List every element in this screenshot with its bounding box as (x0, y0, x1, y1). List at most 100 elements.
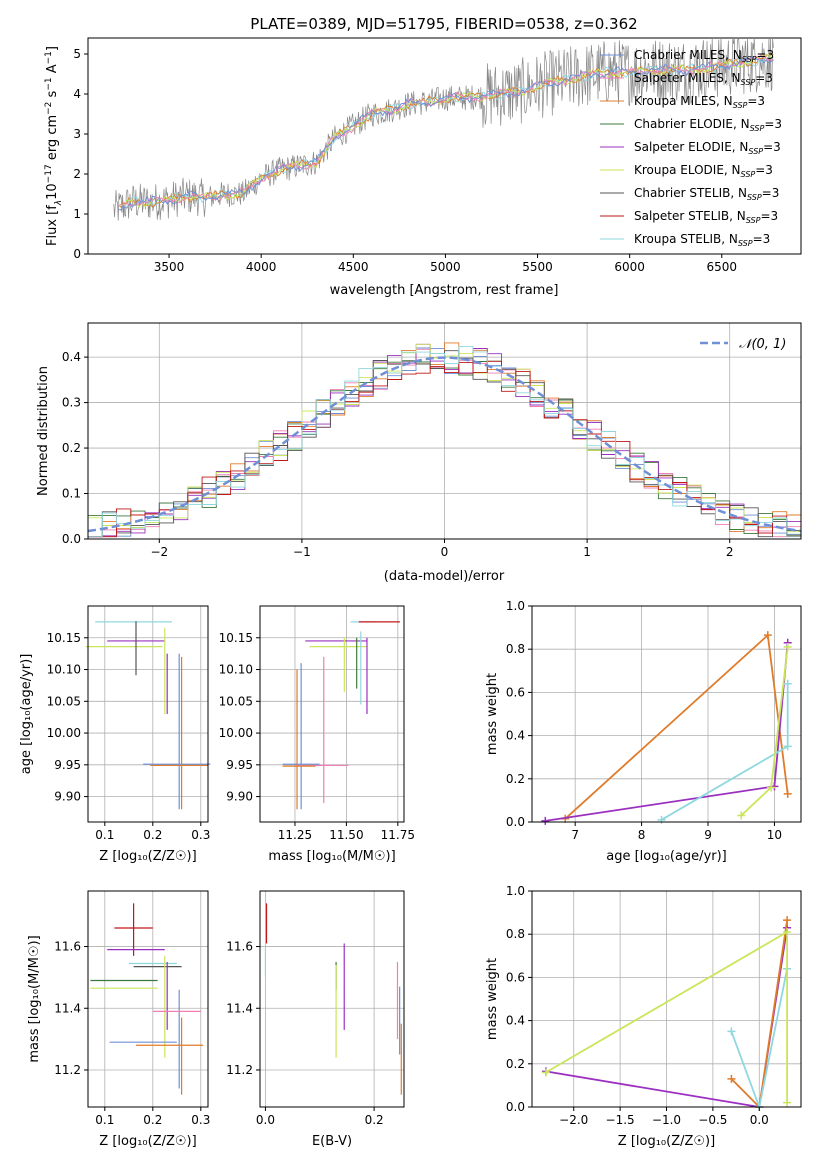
weight-marker (727, 1027, 736, 1036)
weight-marker (737, 811, 746, 820)
model-spectrum-kroupa_elodie (118, 53, 774, 208)
weight-marker (783, 916, 792, 925)
legend-label-kroupa_miles: Kroupa MILES, NSSP=3 (634, 94, 765, 110)
model-spectrum-chabrier_miles (119, 55, 774, 211)
panel-age_vs_mass: 11.25 11.50 11.75 9.90 9.95 10.00 10.05 10.10 10… (219, 605, 415, 864)
plot-frame (259, 890, 405, 1108)
xtick-label: 7 (571, 828, 579, 842)
xlabel: age [log₁₀(age/yr)] (606, 849, 727, 864)
xtick-label: 10 (767, 828, 782, 842)
xlabel: E(B-V) (312, 1134, 352, 1149)
ytick-label: 11.2 (54, 1063, 81, 1077)
gaussian-curve (87, 356, 802, 533)
weight-series-salpeter_elodie (545, 642, 789, 822)
ylabel: age [log₁₀(age/yr)] (19, 654, 34, 775)
xtick-label: 0.1 (95, 828, 114, 842)
residuals-xtick-label: 1 (583, 545, 591, 559)
residuals-ytick-label: 0.0 (62, 532, 81, 546)
ytick-label: 10.00 (219, 726, 253, 740)
weight-marker (783, 1098, 792, 1107)
residuals-xtick-label: 0 (441, 545, 449, 559)
residuals-xtick-label: −2 (150, 545, 168, 559)
ylabel: mass [log₁₀(M/M☉)] (27, 935, 42, 1062)
ytick-label: 9.90 (54, 790, 81, 804)
ytick-label: 0.4 (506, 1014, 525, 1028)
legend-label-salpeter_elodie: Salpeter ELODIE, NSSP=3 (634, 140, 781, 156)
residuals-ytick-label: 0.1 (62, 487, 81, 501)
residuals-panel: −2 −1 0 1 2 0.0 0.1 0.2 0.3 0.4 𝒩(0, 1) (data-mod… (36, 322, 802, 584)
parameter-panels: 0.1 0.2 0.3 9.90 9.95 10.00 10.05 10.10 10.15 Z [… (19, 599, 802, 1149)
ylabel: mass weight (485, 958, 500, 1040)
legend-label-kroupa_stelib: Kroupa STELIB, NSSP=3 (634, 232, 770, 248)
spectrum-xtick-label: 5500 (522, 260, 553, 274)
weight-marker (783, 789, 792, 798)
xlabel: Z [log₁₀(Z/Z☉)] (618, 1134, 715, 1149)
plot-frame (87, 890, 209, 1108)
spectrum-xtick-label: 5000 (430, 260, 461, 274)
spectrum-ytick-label: 4 (73, 87, 81, 101)
spectrum-xtick-label: 4500 (338, 260, 369, 274)
spectrum-panel: 3500 4000 4500 5000 5500 6000 6500 0 1 2 3 4 5 Chabr… (44, 36, 802, 298)
xlabel: Z [log₁₀(Z/Z☉)] (99, 849, 196, 864)
xtick-label: 11.75 (381, 828, 415, 842)
legend-label-chabrier_miles: Chabrier MILES, NSSP=3 (634, 48, 774, 64)
ylabel: mass weight (485, 673, 500, 755)
xlabel: mass [log₁₀(M/M☉)] (268, 849, 395, 864)
weight-marker (727, 1074, 736, 1083)
figure-title: PLATE=0389, MJD=51795, FIBERID=0538, z=0… (250, 15, 637, 33)
spectrum-xtick-label: 6000 (614, 260, 645, 274)
residuals-xtick-label: −1 (293, 545, 311, 559)
panel-mass_vs_EBV: 0.0 0.2 11.2 11.4 11.6 E(B-V) (226, 890, 405, 1149)
weight-marker (541, 1068, 550, 1077)
panel-weight_vs_age: 7 8 9 10 0.0 0.2 0.4 0.6 0.8 1.0 age [log₁₀(age/yr… (485, 599, 802, 864)
ytick-label: 9.90 (226, 790, 253, 804)
spectrum-xtick-label: 6500 (707, 260, 738, 274)
weight-marker (763, 631, 772, 640)
ytick-label: 0.4 (506, 729, 525, 743)
residuals-xlabel: (data-model)/error (384, 569, 505, 584)
ytick-label: 11.2 (226, 1063, 253, 1077)
legend-label-chabrier_stelib: Chabrier STELIB, NSSP=3 (634, 186, 779, 202)
ytick-label: 0.2 (506, 772, 525, 786)
spectrum-ytick-label: 5 (73, 47, 81, 61)
residuals-xtick-label: 2 (726, 545, 734, 559)
xtick-label: −0.5 (698, 1113, 727, 1127)
legend-label-salpeter_miles: Salpeter MILES, NSSP=3 (634, 71, 773, 87)
weight-marker (783, 742, 792, 751)
ytick-label: 11.6 (54, 940, 81, 954)
weight-series-kroupa_stelib (661, 683, 789, 821)
ytick-label: 0.6 (506, 685, 525, 699)
spectrum-ytick-label: 3 (73, 127, 81, 141)
spectrum-ytick-label: 2 (73, 167, 81, 181)
spectrum-ytick-label: 1 (73, 207, 81, 221)
spectrum-xtick-label: 4000 (246, 260, 277, 274)
residuals-ytick-label: 0.2 (62, 441, 81, 455)
xtick-label: −1.5 (606, 1113, 635, 1127)
ytick-label: 0.8 (506, 642, 525, 656)
xlabel: Z [log₁₀(Z/Z☉)] (99, 1134, 196, 1149)
xtick-label: 0.3 (191, 1113, 210, 1127)
xtick-label: 0.0 (256, 1113, 275, 1127)
ytick-label: 10.15 (219, 631, 253, 645)
xtick-label: 0.1 (95, 1113, 114, 1127)
residuals-ticks: −2 −1 0 1 2 0.0 0.1 0.2 0.3 0.4 (62, 350, 734, 559)
plot-frame (87, 605, 209, 823)
weight-marker (541, 816, 550, 825)
ytick-label: 9.95 (54, 758, 81, 772)
model-spectrum-salpeter_miles (119, 54, 774, 207)
ytick-label: 10.00 (47, 726, 81, 740)
ytick-label: 11.4 (226, 1001, 253, 1015)
histogram-kroupa_elodie (88, 343, 801, 533)
panel-age_vs_Z: 0.1 0.2 0.3 9.90 9.95 10.00 10.05 10.10 10.15 Z [… (19, 605, 211, 864)
weight-marker (657, 815, 666, 824)
ytick-label: 1.0 (506, 884, 525, 898)
xtick-label: 11.50 (329, 828, 363, 842)
xtick-label: 8 (638, 828, 646, 842)
residuals-ylabel: Normed distribution (36, 366, 51, 496)
ytick-label: 0.8 (506, 927, 525, 941)
spectrum-plot-area (87, 37, 802, 255)
ytick-label: 10.15 (47, 631, 81, 645)
ytick-label: 1.0 (506, 599, 525, 613)
ytick-label: 10.10 (47, 663, 81, 677)
